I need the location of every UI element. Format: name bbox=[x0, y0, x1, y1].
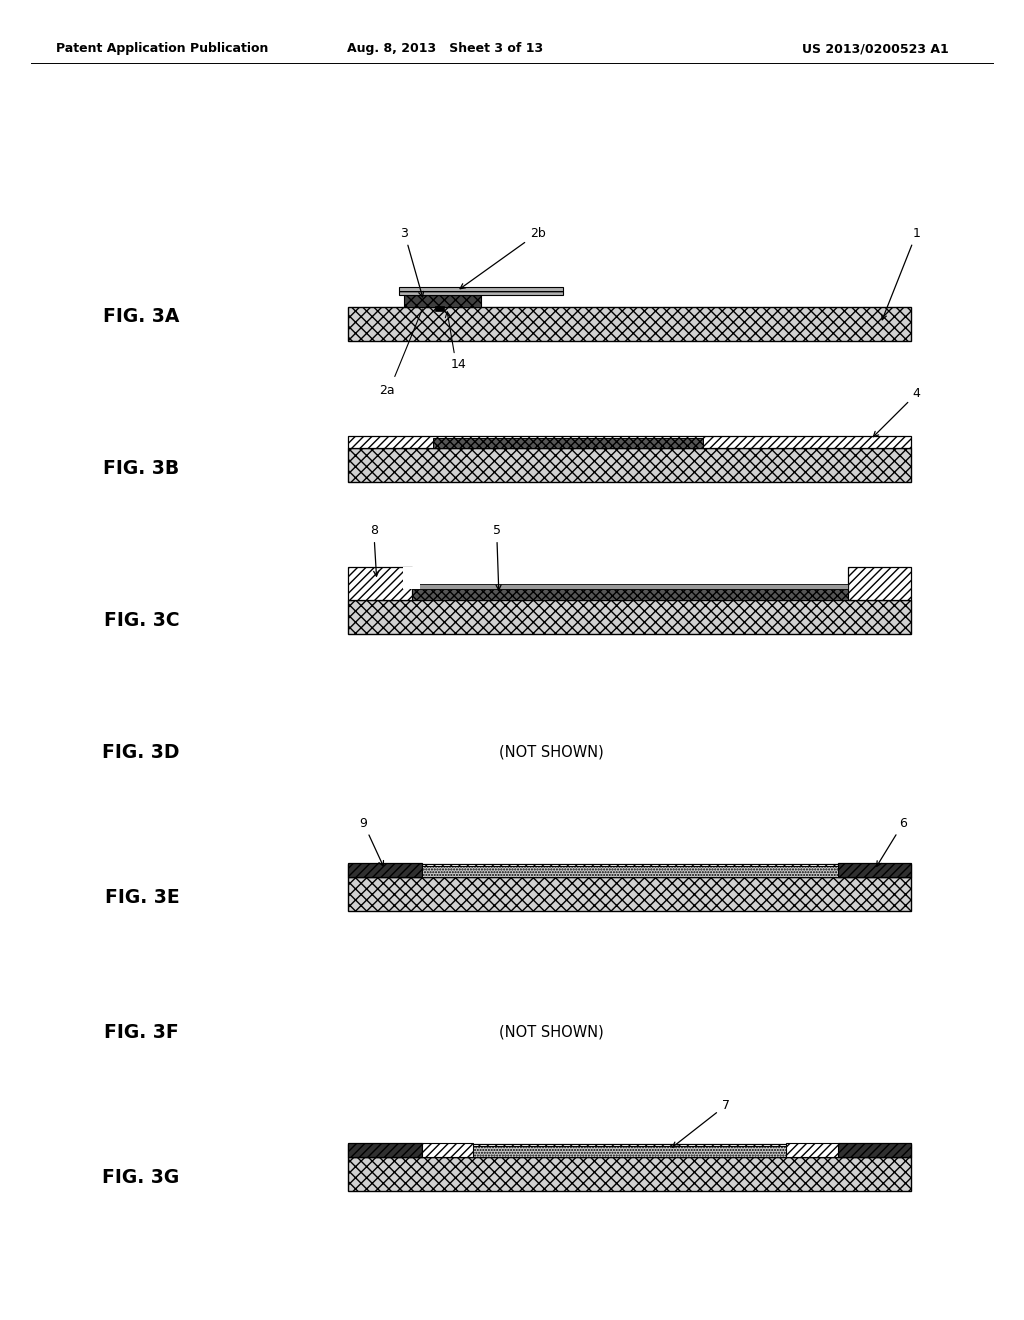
Text: FIG. 3F: FIG. 3F bbox=[104, 1023, 179, 1041]
Bar bbox=[838, 863, 911, 876]
Text: (NOT SHOWN): (NOT SHOWN) bbox=[499, 1024, 603, 1040]
Bar bbox=[399, 286, 563, 296]
Bar bbox=[433, 438, 703, 447]
Bar bbox=[348, 447, 911, 482]
Text: 1: 1 bbox=[882, 227, 921, 319]
Bar bbox=[422, 1143, 473, 1156]
Text: 2b: 2b bbox=[460, 227, 546, 289]
Text: FIG. 3G: FIG. 3G bbox=[102, 1168, 179, 1187]
Text: 3: 3 bbox=[400, 227, 424, 297]
Bar bbox=[838, 1143, 911, 1156]
Text: 9: 9 bbox=[359, 817, 383, 866]
Text: 6: 6 bbox=[877, 817, 907, 866]
Text: FIG. 3E: FIG. 3E bbox=[104, 888, 179, 907]
Bar bbox=[404, 296, 481, 306]
Text: Patent Application Publication: Patent Application Publication bbox=[56, 42, 268, 55]
Bar bbox=[348, 599, 911, 634]
Text: 14: 14 bbox=[451, 358, 466, 371]
Text: 2a: 2a bbox=[379, 384, 395, 397]
Text: Aug. 8, 2013   Sheet 3 of 13: Aug. 8, 2013 Sheet 3 of 13 bbox=[347, 42, 544, 55]
Bar bbox=[348, 568, 412, 599]
Text: 7: 7 bbox=[673, 1100, 729, 1147]
Bar bbox=[348, 1156, 911, 1191]
Text: 8: 8 bbox=[370, 524, 379, 577]
Bar bbox=[403, 568, 420, 589]
Bar bbox=[348, 1143, 422, 1156]
Text: FIG. 3A: FIG. 3A bbox=[102, 308, 179, 326]
Bar bbox=[412, 583, 848, 589]
Bar bbox=[348, 436, 911, 447]
Bar bbox=[348, 306, 911, 341]
Text: FIG. 3B: FIG. 3B bbox=[103, 459, 179, 478]
Bar bbox=[412, 589, 848, 599]
Bar bbox=[848, 568, 911, 599]
Text: US 2013/0200523 A1: US 2013/0200523 A1 bbox=[802, 42, 949, 55]
Bar bbox=[348, 876, 911, 911]
Bar bbox=[348, 863, 422, 876]
Text: 4: 4 bbox=[873, 387, 921, 437]
Bar bbox=[786, 1143, 838, 1156]
Text: (NOT SHOWN): (NOT SHOWN) bbox=[499, 744, 603, 760]
Text: FIG. 3D: FIG. 3D bbox=[101, 743, 179, 762]
Bar bbox=[473, 1146, 786, 1156]
Text: 5: 5 bbox=[493, 524, 501, 590]
Bar bbox=[435, 305, 444, 312]
Bar bbox=[422, 866, 838, 876]
Bar bbox=[348, 865, 911, 876]
Bar bbox=[348, 1144, 911, 1156]
Text: FIG. 3C: FIG. 3C bbox=[103, 611, 179, 630]
